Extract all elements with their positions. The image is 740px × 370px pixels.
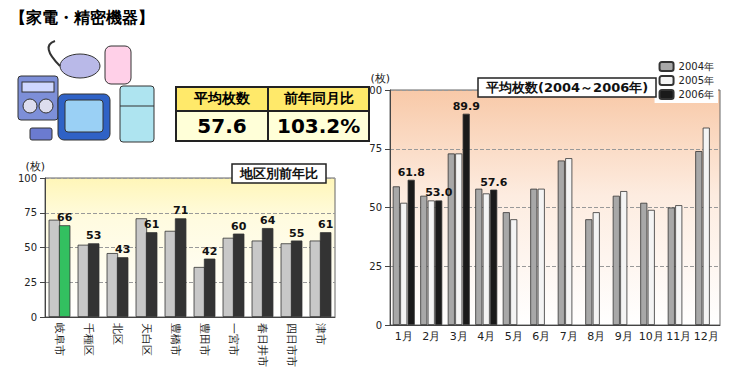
svg-text:地区別前年比: 地区別前年比 <box>239 166 318 181</box>
svg-text:61: 61 <box>144 218 159 231</box>
svg-text:2006年: 2006年 <box>679 89 714 100</box>
svg-text:(枚): (枚) <box>370 72 390 85</box>
svg-text:9月: 9月 <box>615 330 633 343</box>
svg-text:5月: 5月 <box>505 330 523 343</box>
svg-text:2004年: 2004年 <box>679 61 714 72</box>
svg-text:(枚): (枚) <box>25 160 45 173</box>
svg-text:61: 61 <box>318 218 333 231</box>
svg-text:57.6: 57.6 <box>480 176 507 189</box>
svg-text:6月: 6月 <box>532 330 550 343</box>
svg-text:12月: 12月 <box>694 330 719 343</box>
svg-text:四日市市: 四日市市 <box>285 323 298 367</box>
svg-text:60: 60 <box>231 220 247 233</box>
svg-text:2005年: 2005年 <box>679 75 714 86</box>
svg-text:北区: 北区 <box>111 323 124 345</box>
svg-text:10月: 10月 <box>639 330 664 343</box>
svg-text:75: 75 <box>369 143 382 154</box>
svg-text:天白区: 天白区 <box>140 323 153 356</box>
svg-text:8月: 8月 <box>587 330 605 343</box>
svg-text:11月: 11月 <box>666 330 691 343</box>
svg-text:42: 42 <box>202 245 217 258</box>
html-text:103.2%: 103.2% <box>277 114 361 138</box>
svg-text:0: 0 <box>31 312 37 323</box>
svg-text:100: 100 <box>363 85 382 96</box>
svg-text:4月: 4月 <box>477 330 495 343</box>
svg-text:64: 64 <box>260 214 276 227</box>
html-text:【家電・精密機器】: 【家電・精密機器】 <box>10 8 154 27</box>
svg-text:2月: 2月 <box>422 330 440 343</box>
html-text:平均枚数: 平均枚数 <box>194 90 250 106</box>
svg-text:春日井市: 春日井市 <box>256 323 269 367</box>
svg-text:53.0: 53.0 <box>425 186 452 199</box>
svg-text:平均枚数(2004～2006年): 平均枚数(2004～2006年) <box>485 80 648 95</box>
svg-text:66: 66 <box>57 211 73 224</box>
svg-text:61.8: 61.8 <box>398 166 425 179</box>
svg-text:千種区: 千種区 <box>82 323 95 356</box>
svg-text:75: 75 <box>24 207 37 218</box>
svg-text:1月: 1月 <box>395 330 413 343</box>
svg-text:43: 43 <box>115 243 130 256</box>
svg-text:71: 71 <box>173 204 188 217</box>
svg-text:89.9: 89.9 <box>453 100 480 113</box>
svg-text:豊橋市: 豊橋市 <box>169 323 182 356</box>
svg-text:3月: 3月 <box>450 330 468 343</box>
svg-text:53: 53 <box>86 229 101 242</box>
svg-text:50: 50 <box>24 242 37 253</box>
svg-text:7月: 7月 <box>560 330 578 343</box>
svg-text:0: 0 <box>376 320 382 331</box>
svg-text:55: 55 <box>289 227 304 240</box>
svg-text:50: 50 <box>369 202 382 213</box>
html-text:57.6: 57.6 <box>197 114 247 138</box>
html-text:前年同月比: 前年同月比 <box>283 90 354 106</box>
svg-text:豊田市: 豊田市 <box>198 323 211 356</box>
svg-text:100: 100 <box>18 173 37 184</box>
svg-text:岐阜市: 岐阜市 <box>53 323 66 356</box>
svg-text:25: 25 <box>369 261 382 272</box>
svg-text:25: 25 <box>24 277 37 288</box>
svg-text:一宮市: 一宮市 <box>227 323 240 356</box>
svg-text:津市: 津市 <box>314 323 327 345</box>
